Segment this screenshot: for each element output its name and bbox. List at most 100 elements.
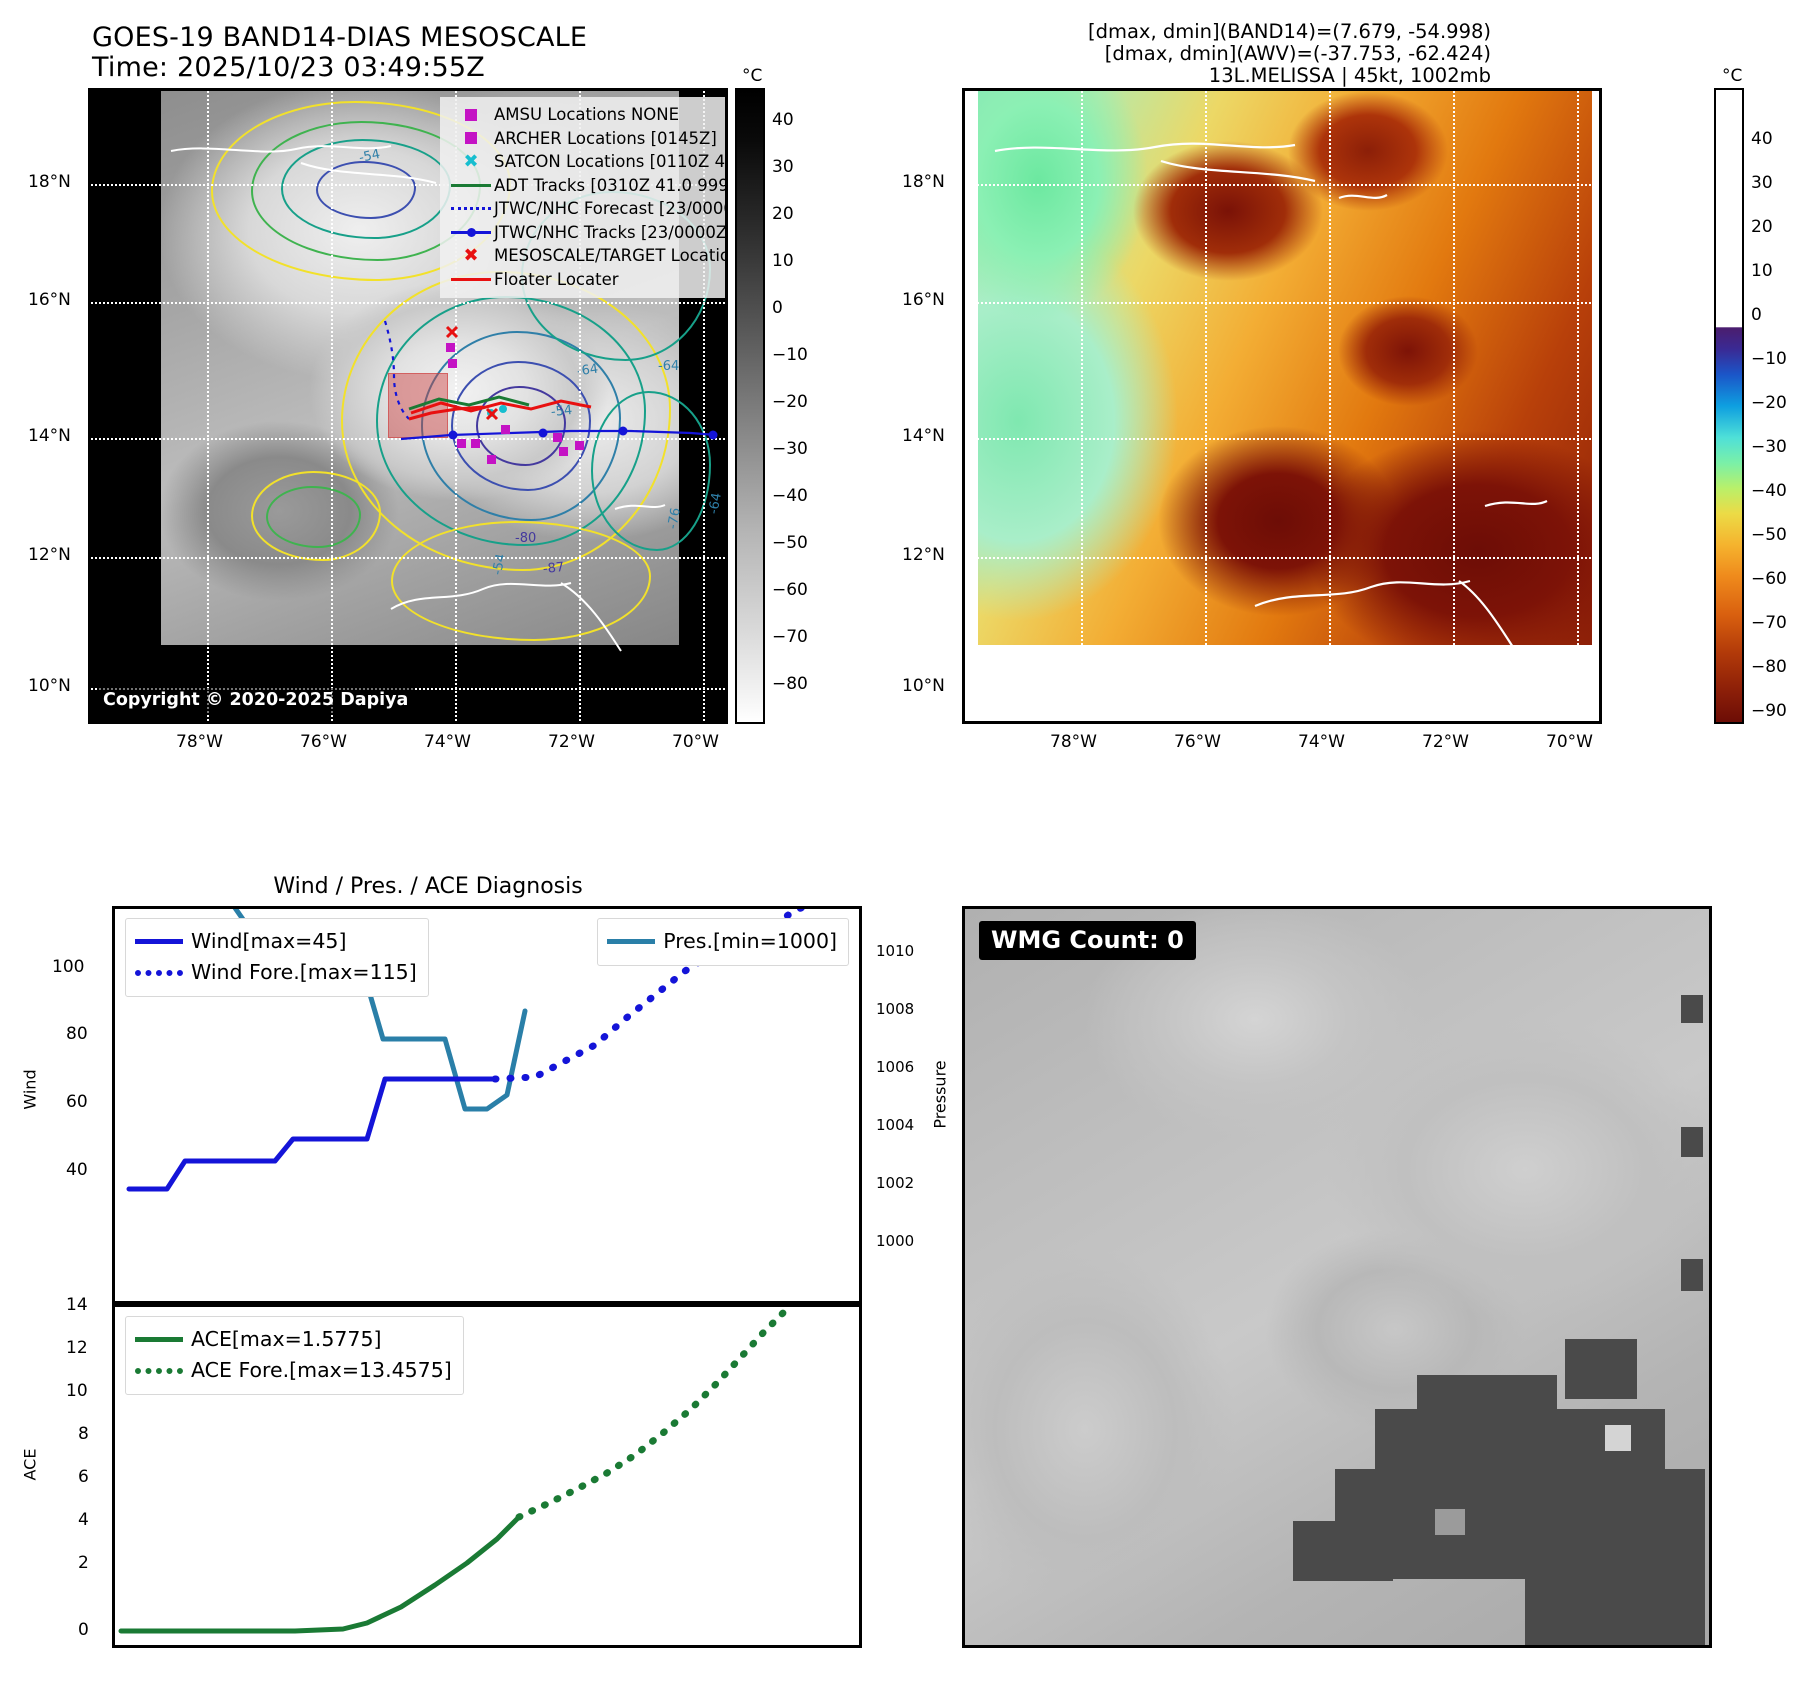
left-cb-tick-2: 20 (772, 204, 794, 224)
ace-chart[interactable]: ACE[max=1.5775] ACE Fore.[max=13.4575] (112, 1304, 862, 1648)
ace-ytick-14: 14 (66, 1295, 88, 1315)
wmg-block (1681, 1127, 1703, 1157)
left-colorbar-unit: °C (742, 66, 763, 86)
awv-no-data-bottom (965, 645, 1599, 721)
line-with-dot-icon (448, 227, 494, 237)
pres-ytick-1010: 1010 (876, 942, 915, 960)
legend-label-amsu: AMSU Locations NONE (494, 105, 680, 124)
right-map-lon-tick-74: 74°W (1298, 732, 1345, 752)
gridline-lon-78-r (1081, 91, 1083, 721)
wind-ytick-80: 80 (66, 1024, 88, 1044)
wind-legend-item-forecast: Wind Fore.[max=115] (135, 957, 417, 988)
ace-legend-label-forecast: ACE Fore.[max=13.4575] (191, 1358, 452, 1382)
contour-label-2: -64 (658, 359, 680, 374)
pressure-legend-item: Pres.[min=1000] (607, 926, 837, 957)
header-awv-range: [dmax, dmin](AWV)=(-37.753, -62.424) (1104, 42, 1491, 65)
gridline-lat-18 (91, 184, 725, 186)
wind-pressure-chart[interactable]: Wind[max=45] Wind Fore.[max=115] Pres.[m… (112, 906, 862, 1304)
right-cb-tick-3: 10 (1751, 261, 1773, 281)
right-cb-tick-6: −20 (1751, 393, 1787, 413)
legend-item-mesoscale: ✖ MESOSCALE/TARGET Location (448, 244, 725, 268)
left-colorbar (735, 88, 765, 724)
ace-series-svg (118, 1309, 787, 1634)
right-cb-tick-2: 20 (1751, 217, 1773, 237)
ace-observed-line (118, 1514, 522, 1634)
right-cb-tick-13: −90 (1751, 701, 1787, 721)
wind-observed-line (126, 1076, 498, 1192)
right-cb-tick-8: −40 (1751, 481, 1787, 501)
legend-item-satcon: ✖ SATCON Locations [0110Z 46 997] (448, 150, 725, 174)
ace-ytick-10: 10 (66, 1381, 88, 1401)
legend-label-adt: ADT Tracks [0310Z 41.0 999.8] (494, 175, 728, 195)
gridline-lat-16-r (965, 302, 1599, 304)
page-title-line2: Time: 2025/10/23 03:49:55Z (92, 52, 485, 83)
coastlines-left (170, 145, 666, 652)
left-cb-tick-10: −60 (772, 580, 808, 600)
gridline-lon-70-r (1577, 91, 1579, 721)
right-cb-tick-1: 30 (1751, 173, 1773, 193)
x-marker-red-icon: ✖ (463, 244, 479, 266)
dotted-line-icon (135, 969, 191, 976)
right-map-lat-tick-12: 12°N (902, 545, 945, 565)
square-marker-icon (448, 108, 494, 121)
left-cb-tick-8: −40 (772, 486, 808, 506)
left-map-lat-tick-18: 18°N (28, 172, 71, 192)
ace-ytick-0: 0 (78, 1620, 89, 1640)
band14-ir-map[interactable]: -54 -64 -64 -54 -76 -80 -87 -54 -64 (88, 88, 728, 724)
right-map-lon-tick-70: 70°W (1546, 732, 1593, 752)
ace-legend-item-observed: ACE[max=1.5775] (135, 1324, 452, 1355)
gridline-lat-12-r (965, 557, 1599, 559)
legend-label-forecast: JTWC/NHC Forecast [23/0000Z] (494, 199, 728, 218)
wind-legend-item-observed: Wind[max=45] (135, 926, 417, 957)
pres-ytick-1002: 1002 (876, 1174, 915, 1192)
legend-item-floater: Floater Locater (448, 268, 723, 292)
wind-ytick-40: 40 (66, 1160, 88, 1180)
right-cb-tick-7: −30 (1751, 437, 1787, 457)
left-cb-tick-6: −20 (772, 392, 808, 412)
right-cb-tick-5: −10 (1751, 349, 1787, 369)
pres-ytick-1008: 1008 (876, 1000, 915, 1018)
wmg-light-pixel (1605, 1425, 1631, 1451)
pres-ytick-1000: 1000 (876, 1232, 915, 1250)
solid-line-icon (135, 939, 191, 944)
legend-label-archer: ARCHER Locations [0145Z] (494, 128, 717, 148)
awv-water-vapor-map[interactable] (962, 88, 1602, 724)
storm-tracks (383, 320, 718, 464)
left-map-lon-tick-72: 72°W (548, 732, 595, 752)
right-colorbar (1714, 88, 1744, 724)
wmg-block (1681, 995, 1703, 1023)
ace-axis-label: ACE (20, 1448, 40, 1481)
gridline-lon-76 (331, 91, 333, 721)
ace-legend: ACE[max=1.5775] ACE Fore.[max=13.4575] (125, 1316, 464, 1395)
dotted-line-icon (448, 207, 494, 211)
right-cb-tick-11: −70 (1751, 613, 1787, 633)
wmg-dark-region (1417, 1375, 1557, 1419)
pres-ytick-1006: 1006 (876, 1058, 915, 1076)
right-cb-tick-4: 0 (1751, 305, 1762, 325)
ace-legend-item-forecast: ACE Fore.[max=13.4575] (135, 1355, 452, 1386)
solid-line-red-icon (448, 277, 494, 281)
gridline-lat-16 (91, 302, 725, 304)
left-cb-tick-9: −50 (772, 533, 808, 553)
wmg-dark-region (1525, 1565, 1705, 1645)
header-storm-info: 13L.MELISSA | 45kt, 1002mb (1208, 64, 1491, 87)
left-cb-tick-11: −70 (772, 627, 808, 647)
dotted-line-icon (135, 1367, 191, 1374)
map-legend: AMSU Locations NONE ARCHER Locations [01… (440, 97, 728, 298)
legend-item-archer: ARCHER Locations [0145Z] (448, 127, 723, 151)
left-map-lon-tick-76: 76°W (300, 732, 347, 752)
wind-ytick-60: 60 (66, 1092, 88, 1112)
legend-label-tracks: JTWC/NHC Tracks [23/0000Z] (494, 222, 728, 242)
right-cb-tick-9: −50 (1751, 525, 1787, 545)
ace-forecast-line (515, 1309, 787, 1521)
left-cb-tick-7: −30 (772, 439, 808, 459)
left-map-lon-tick-78: 78°W (176, 732, 223, 752)
gridline-lat-14-r (965, 438, 1599, 440)
gridline-lon-70 (703, 91, 705, 721)
left-map-lon-tick-74: 74°W (424, 732, 471, 752)
wmg-count-panel[interactable]: WMG Count: 0 (962, 906, 1712, 1648)
left-map-lat-tick-12: 12°N (28, 545, 71, 565)
wmg-count-badge: WMG Count: 0 (979, 921, 1196, 960)
coastlines-right (994, 142, 1548, 654)
ace-ytick-12: 12 (66, 1338, 88, 1358)
